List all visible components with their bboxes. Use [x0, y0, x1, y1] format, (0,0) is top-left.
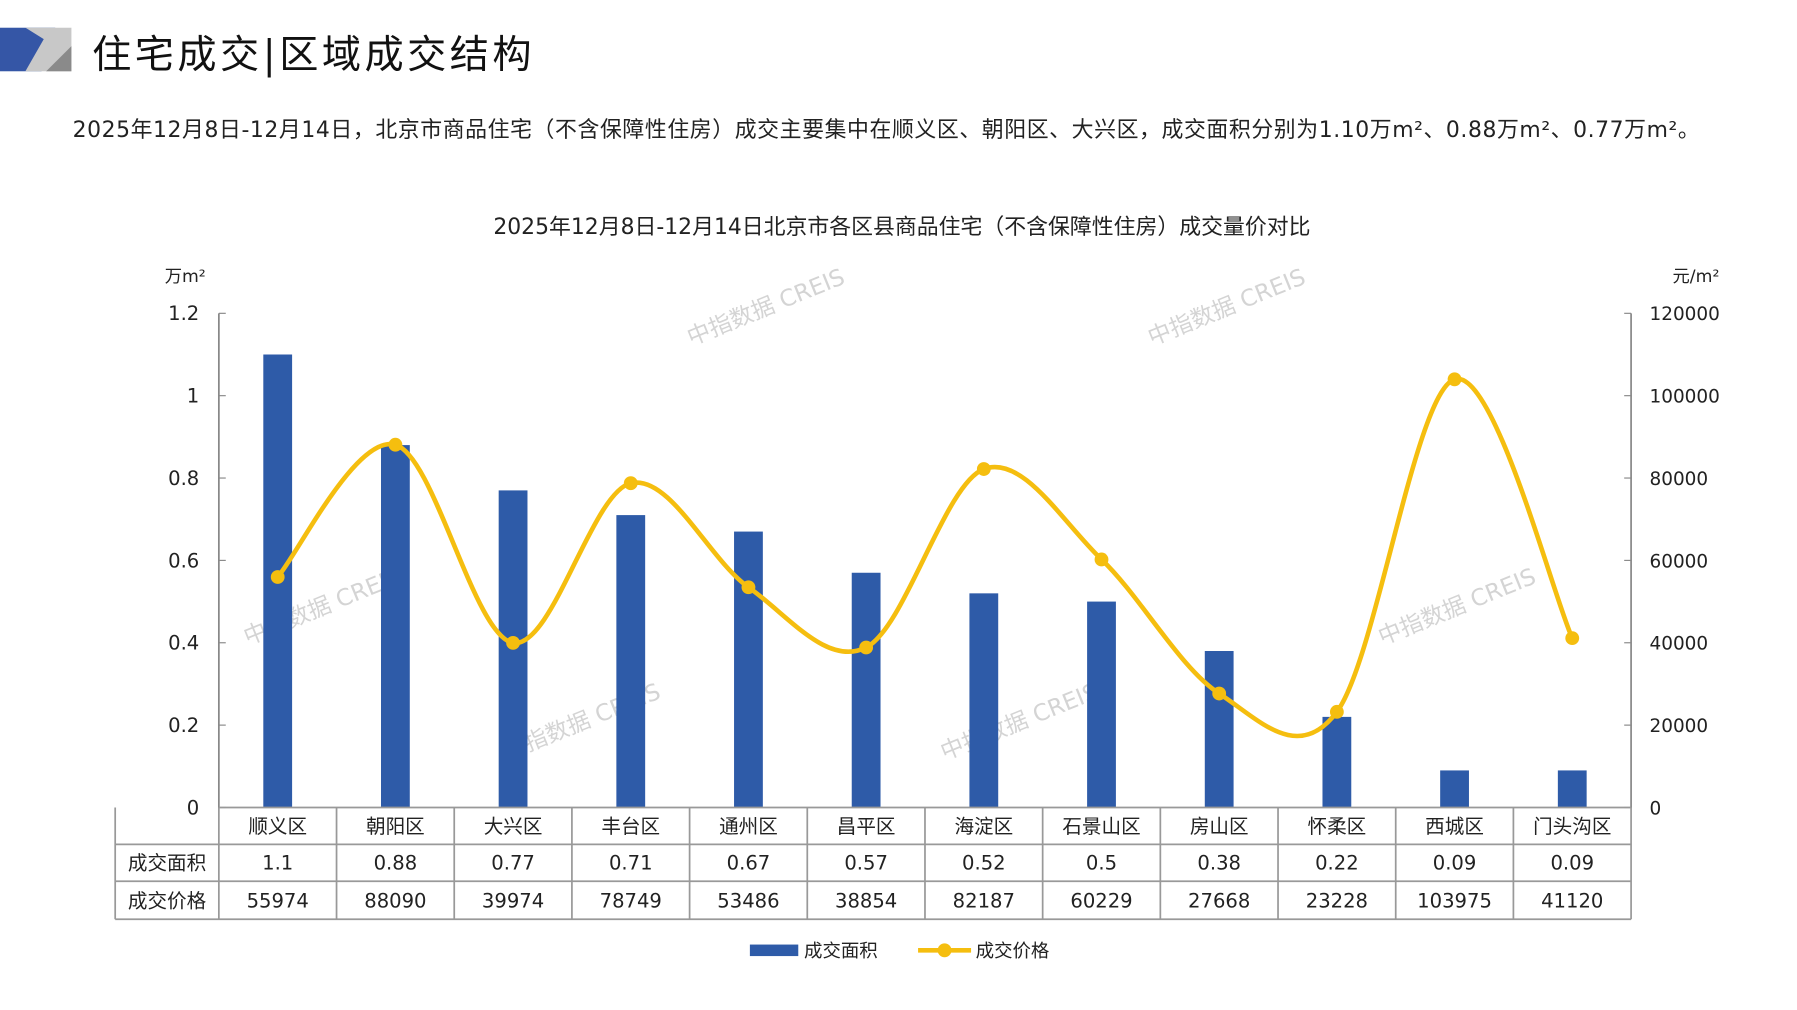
bar-通州区: [734, 531, 763, 808]
area-value: 0.57: [844, 852, 888, 875]
chart-title: 2025年12月8日-12月14日北京市各区县商品住宅（不含保障性住房）成交量价…: [493, 215, 1310, 240]
price-value: 82187: [953, 890, 1015, 913]
price-point-通州区: [741, 580, 756, 595]
table-row-label: 成交面积: [128, 852, 206, 875]
bar-朝阳区: [380, 445, 410, 808]
right-tick-label: 60000: [1650, 551, 1709, 572]
right-tick-label: 80000: [1650, 469, 1709, 490]
price-value: 23228: [1306, 890, 1368, 913]
area-value: 1.1: [262, 852, 293, 875]
area-value: 0.09: [1433, 852, 1477, 875]
category-label: 怀柔区: [1308, 815, 1367, 838]
area-value: 0.88: [374, 852, 418, 875]
area-value: 0.22: [1315, 852, 1359, 875]
bar-房山区: [1204, 650, 1234, 808]
price-point-石景山区: [1094, 552, 1109, 567]
bar-昌平区: [851, 572, 881, 808]
left-tick-label: 0.8: [168, 467, 199, 490]
price-point-顺义区: [270, 570, 285, 584]
right-tick-label: 120000: [1650, 304, 1720, 325]
price-value: 27668: [1188, 890, 1250, 913]
bar-海淀区: [969, 593, 999, 808]
category-label: 大兴区: [484, 815, 543, 838]
category-label: 顺义区: [248, 815, 307, 838]
watermark: 中指数据 CREIS: [937, 679, 1102, 766]
bar-石景山区: [1087, 601, 1116, 808]
bar-丰台区: [616, 515, 646, 808]
price-value: 39974: [482, 890, 544, 913]
right-tick-label: 0: [1650, 798, 1662, 819]
watermark: 中指数据 CREIS: [684, 264, 849, 351]
category-label: 昌平区: [837, 815, 896, 838]
bar-门头沟区: [1557, 770, 1587, 808]
category-label: 石景山区: [1062, 815, 1140, 838]
price-point-怀柔区: [1329, 704, 1344, 719]
price-point-西城区: [1447, 372, 1462, 387]
price-value: 103975: [1417, 890, 1492, 913]
category-label: 西城区: [1425, 815, 1484, 838]
right-axis-unit: 元/m²: [1673, 267, 1720, 287]
category-label: 朝阳区: [366, 815, 425, 838]
left-tick-label: 1.2: [168, 302, 199, 325]
price-value: 60229: [1070, 890, 1132, 913]
category-label: 海淀区: [954, 815, 1013, 838]
legend-bar-label: 成交面积: [804, 941, 878, 962]
watermark: 中指数据 CREIS: [1375, 564, 1540, 651]
left-tick-label: 0.4: [168, 632, 199, 655]
price-line: [275, 376, 1575, 739]
area-value: 0.38: [1197, 852, 1241, 875]
area-value: 0.09: [1550, 852, 1594, 875]
price-point-房山区: [1212, 686, 1227, 701]
summary-text: 2025年12月8日-12月14日，北京市商品住宅（不含保障性住房）成交主要集中…: [72, 117, 1701, 143]
price-point-海淀区: [976, 462, 991, 476]
bar-怀柔区: [1322, 716, 1352, 808]
category-label: 门头沟区: [1533, 815, 1611, 838]
category-label: 房山区: [1190, 815, 1249, 838]
area-value: 0.52: [962, 852, 1006, 875]
price-point-门头沟区: [1565, 631, 1580, 646]
page-title: 住宅成交|区域成交结构: [92, 32, 536, 79]
category-label: 丰台区: [601, 815, 660, 838]
price-value: 41120: [1541, 890, 1603, 913]
price-value: 55974: [247, 890, 309, 913]
area-value: 0.5: [1086, 852, 1117, 875]
area-value: 0.71: [609, 852, 653, 875]
right-tick-label: 20000: [1650, 716, 1709, 737]
price-value: 38854: [835, 890, 897, 913]
legend-line-marker: [937, 943, 952, 958]
right-tick-label: 100000: [1650, 387, 1720, 408]
price-point-丰台区: [623, 476, 638, 491]
left-tick-label: 1: [187, 385, 199, 408]
header-logo: [0, 27, 72, 72]
watermark: 中指数据 CREIS: [1144, 264, 1309, 351]
price-value: 53486: [717, 890, 779, 913]
category-label: 通州区: [719, 815, 778, 838]
area-value: 0.67: [727, 852, 771, 875]
area-value: 0.77: [491, 852, 535, 875]
legend-line-label: 成交价格: [976, 941, 1050, 962]
price-value: 78749: [600, 890, 662, 913]
table-row-label: 成交价格: [128, 890, 207, 913]
left-axis-unit: 万m²: [165, 267, 206, 287]
left-tick-label: 0.6: [168, 549, 199, 572]
left-tick-label: 0: [187, 796, 199, 819]
legend-bar-swatch: [749, 944, 799, 957]
price-value: 88090: [364, 890, 426, 913]
price-point-朝阳区: [388, 437, 403, 452]
left-tick-label: 0.2: [168, 714, 199, 737]
bar-西城区: [1440, 770, 1469, 808]
right-tick-label: 40000: [1650, 634, 1709, 655]
price-point-昌平区: [859, 640, 874, 655]
price-point-大兴区: [506, 635, 520, 650]
